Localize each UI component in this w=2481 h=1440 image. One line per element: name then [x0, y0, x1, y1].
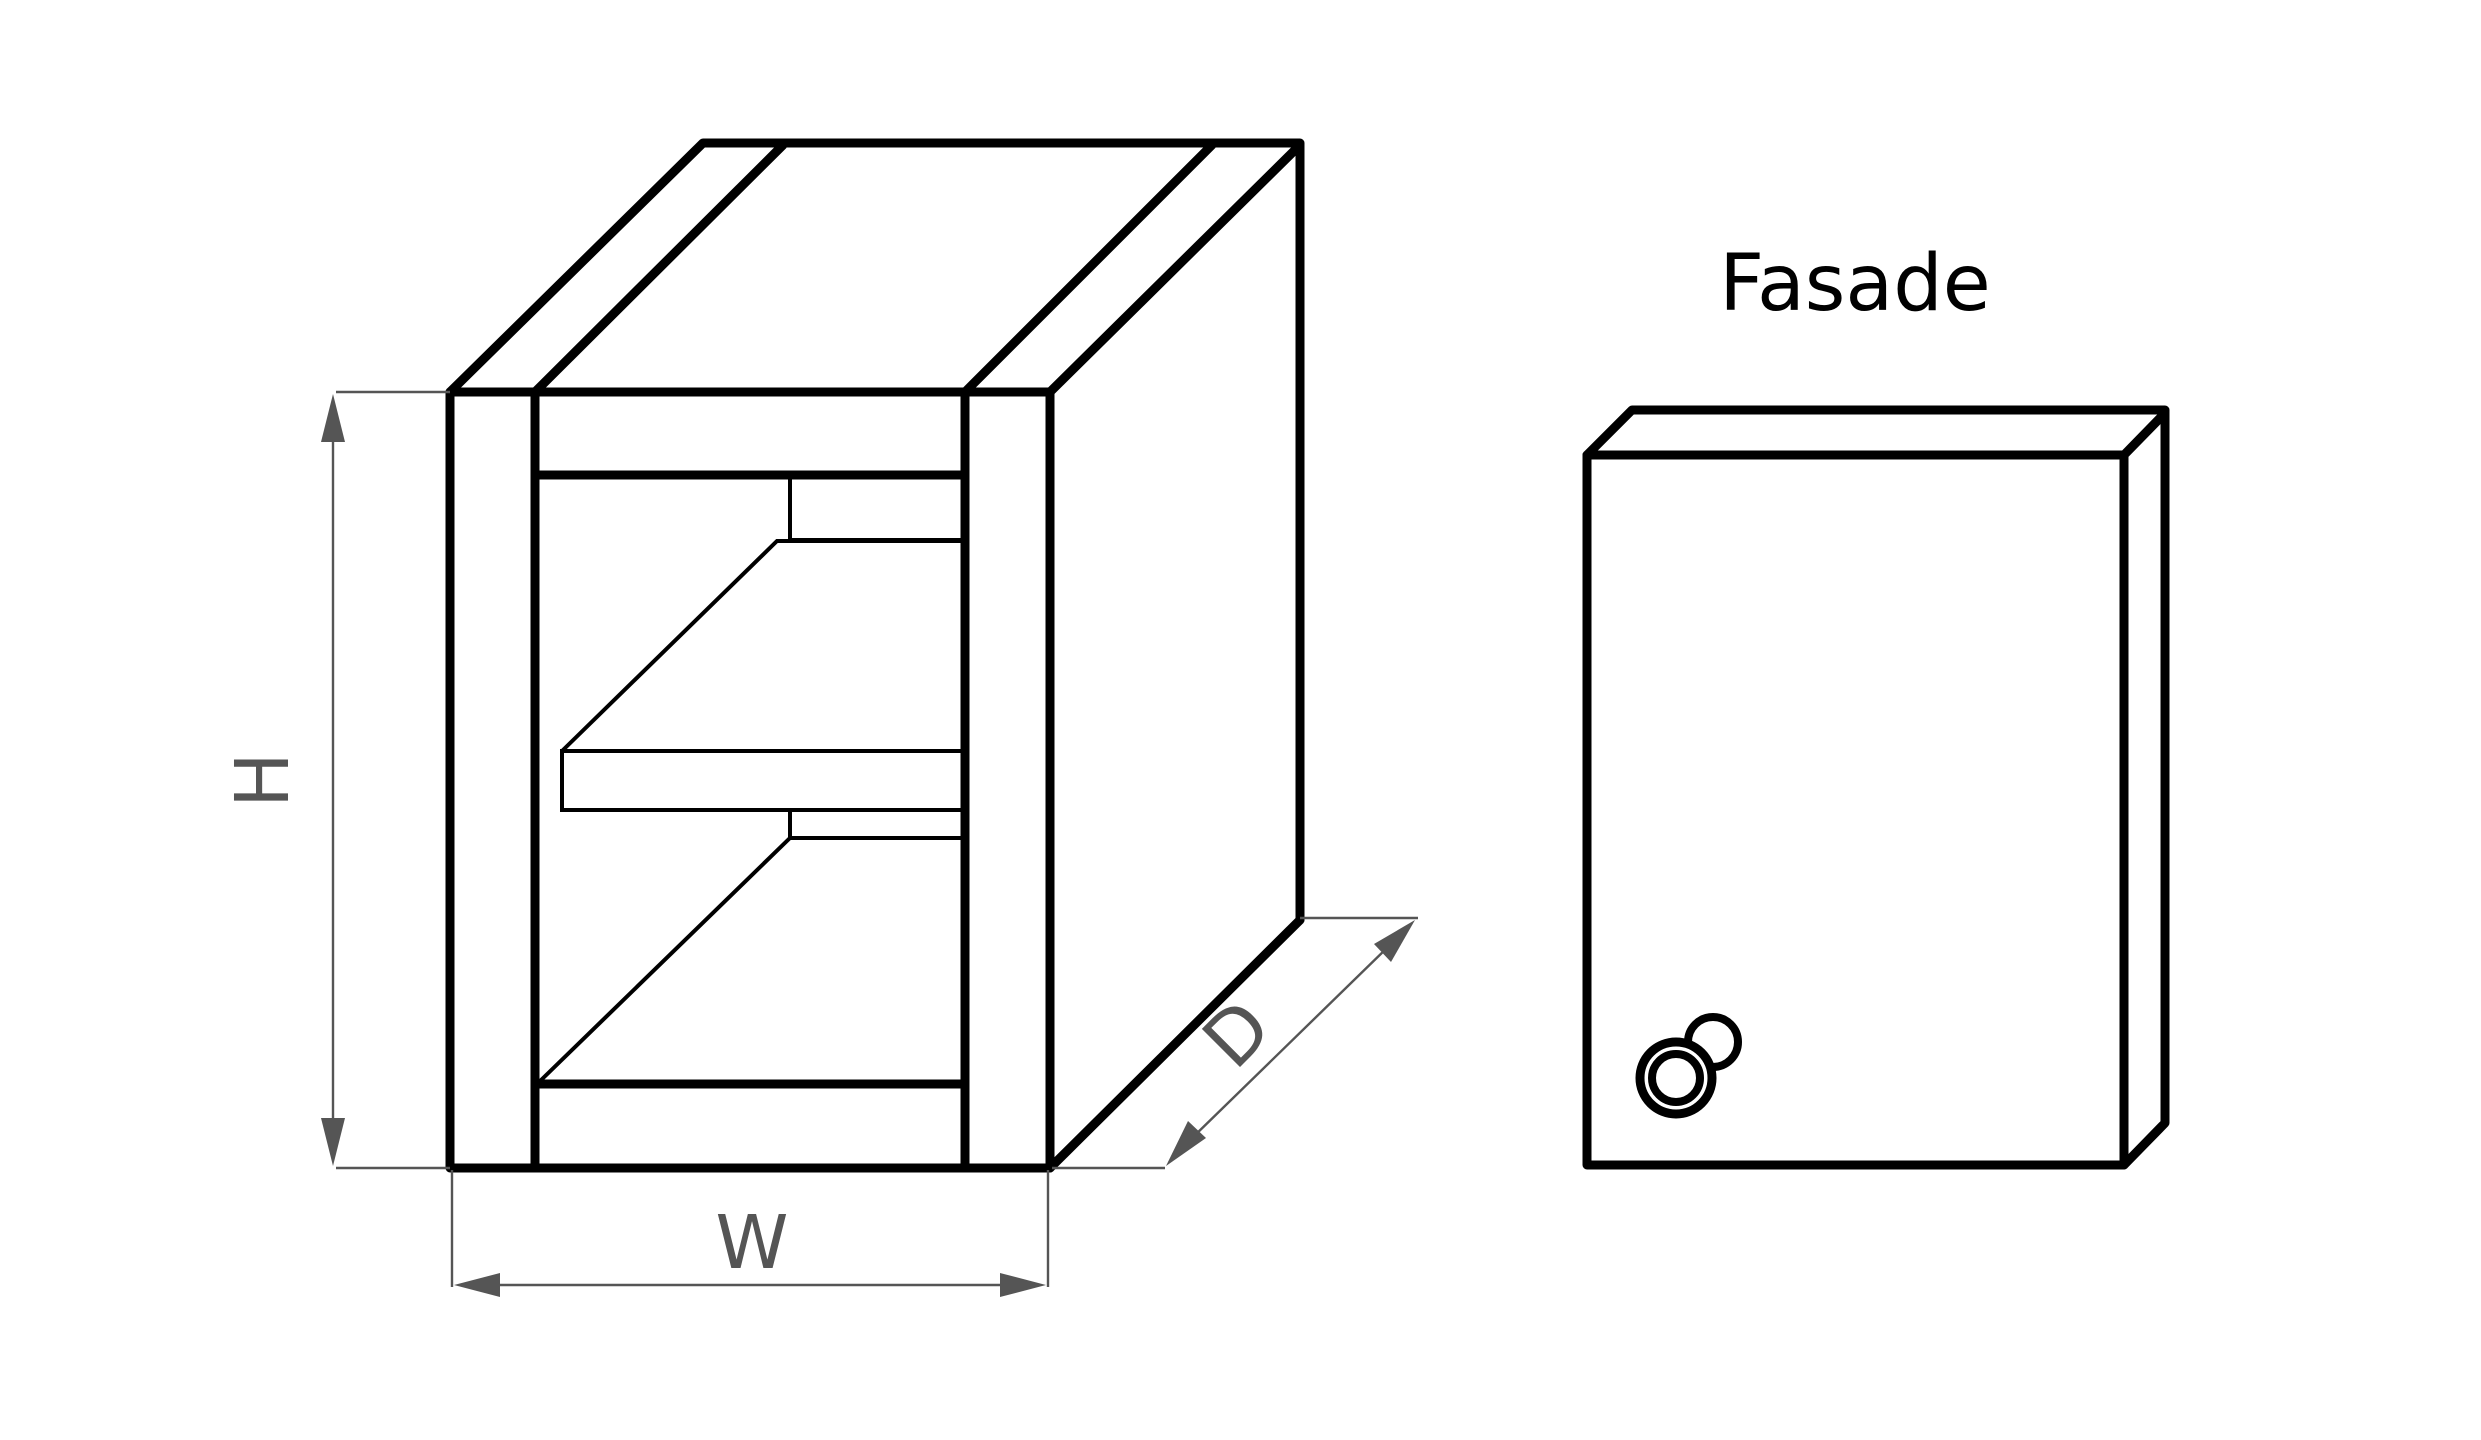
depth-arrow-bottom: [1166, 1121, 1206, 1166]
width-arrow-right: [1000, 1273, 1046, 1297]
open-cabinet: [445, 138, 1305, 1173]
door-knob-icon: [1635, 1013, 1742, 1119]
facade-title: Fasade: [1719, 239, 1990, 329]
width-dimension: W: [450, 1170, 1050, 1297]
upper-shelf: [560, 477, 963, 753]
height-dimension: H: [220, 390, 450, 1170]
lower-shelf: [535, 836, 963, 1086]
height-label: H: [220, 752, 306, 808]
cabinet-top-back-edge: [1045, 140, 1305, 397]
depth-dimension: D: [1052, 916, 1418, 1170]
height-arrow-bottom: [321, 1118, 345, 1166]
cabinet-top-inner-left-edge: [530, 140, 788, 397]
facade-top-right-edge: [2119, 408, 2170, 460]
depth-arrow-top: [1374, 920, 1415, 962]
cabinet-front-frame: [445, 387, 1055, 1173]
facade-panel: Fasade: [1582, 239, 2170, 1170]
width-arrow-left: [454, 1273, 500, 1297]
middle-shelf: [560, 749, 965, 840]
cabinet-top-inner-right-edge: [960, 140, 1217, 397]
width-label: W: [715, 1200, 788, 1286]
facade-front: [1582, 450, 2129, 1170]
depth-label: D: [1187, 984, 1288, 1085]
cabinet-bottom-right-edge: [1045, 915, 1305, 1173]
cabinet-top-face: [445, 138, 1305, 925]
height-arrow-top: [321, 394, 345, 442]
